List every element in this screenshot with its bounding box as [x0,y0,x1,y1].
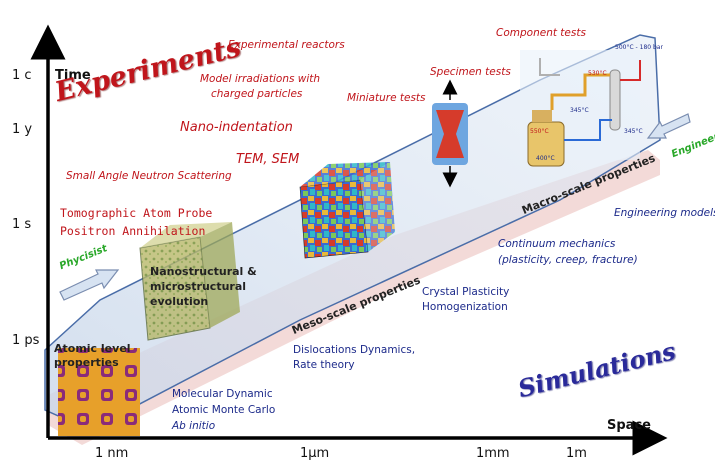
exp-sans: Small Angle Neutron Scattering [66,170,232,182]
power-plant-schematic [520,50,641,167]
sim-continuum-1: Continuum mechanics [498,238,616,250]
sim-dislocations-2: Rate theory [293,359,355,371]
sim-crystal-2: Homogenization [422,301,508,313]
atomic-level-label-1: Atomic level [54,342,131,355]
x-tick-nm: 1 nm [95,446,129,461]
y-tick-second: 1 s [12,217,32,232]
sim-continuum-2: (plasticity, creep, fracture) [498,254,638,266]
nanostructural-label-3: evolution [150,295,209,308]
exp-tem-sem: TEM, SEM [236,152,300,167]
exp-specimen-tests: Specimen tests [430,66,511,78]
nanostructural-label-2: microstructural [150,280,247,293]
y-tick-century: 1 c [12,68,32,83]
sim-dislocations-1: Dislocations Dynamics, [293,344,416,356]
x-axis-title: Space [607,418,651,433]
x-tick-um: 1µm [300,446,330,461]
exp-nano-indentation: Nano-indentation [180,120,293,135]
sim-crystal-1: Crystal Plasticity [422,286,510,298]
plant-label-2: 530°C [588,70,607,77]
plant-label-4: 550°C [530,128,549,135]
exp-model-irradiations-2: charged particles [211,88,303,100]
atomic-lattice-image [58,348,140,436]
plant-label-6: 345°C [624,128,643,135]
y-tick-picosecond: 1 ps [12,333,40,348]
engineer-arrow [646,113,691,139]
nanostructural-label-1: Nanostructural & [150,265,257,278]
sim-md-2: Atomic Monte Carlo [172,404,276,416]
sim-md-1: Molecular Dynamic [172,388,273,400]
exp-positron: Positron Annihilation [60,224,206,238]
physicist-arrow [59,269,120,301]
sim-ab-initio: Ab initio [172,420,216,432]
sim-engineering-models: Engineering models [614,207,715,219]
exp-miniature-tests: Miniature tests [347,92,426,104]
y-tick-year: 1 y [12,122,33,137]
meso-cube [299,179,369,259]
plant-label-5: 400°C [536,155,555,162]
atomic-level-label-2: properties [54,356,119,369]
exp-model-irradiations-1: Model irradiations with [200,73,321,85]
exp-atom-probe: Tomographic Atom Probe [60,206,213,220]
exp-component-tests: Component tests [496,27,586,39]
exp-reactors: Experimental reactors [228,39,345,51]
x-tick-m: 1m [566,446,587,461]
x-tick-mm: 1mm [476,446,510,461]
y-axis-title: Time [55,68,91,83]
plant-label-1: 500°C - 180 bar [615,44,663,51]
plant-label-3: 345°C [570,107,589,114]
